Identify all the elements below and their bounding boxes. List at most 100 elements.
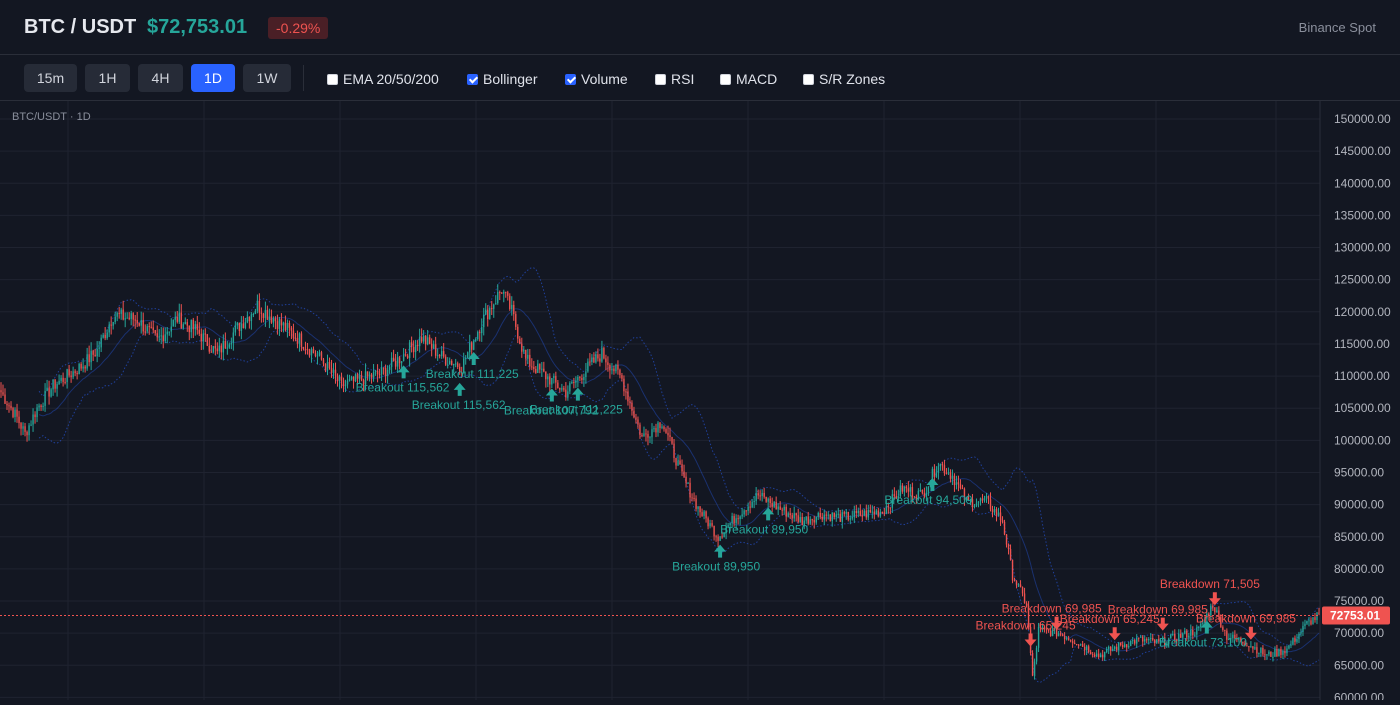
- exchange-label: Binance Spot: [1298, 20, 1376, 35]
- macd-toggle[interactable]: MACD: [720, 70, 777, 88]
- candle-body: [905, 486, 908, 489]
- candle-body: [543, 368, 545, 372]
- candle-body: [631, 402, 633, 411]
- candle-body: [1079, 644, 1082, 646]
- volume-checkbox[interactable]: [565, 73, 576, 85]
- volume-toggle[interactable]: Volume: [565, 70, 628, 88]
- candle-body: [1146, 639, 1148, 641]
- candle-body: [386, 369, 389, 377]
- candle-body: [463, 358, 465, 373]
- candle-body: [1005, 534, 1008, 545]
- bollinger-checkbox[interactable]: [467, 73, 478, 85]
- candle-body: [422, 335, 425, 342]
- candle-body: [879, 511, 882, 517]
- rsi-checkbox[interactable]: [655, 73, 666, 85]
- candle-body: [1236, 638, 1238, 640]
- candle-body: [755, 493, 757, 502]
- candle-body: [152, 327, 154, 331]
- candle-body: [96, 348, 98, 357]
- candle-body: [593, 357, 595, 363]
- candle-body: [6, 403, 8, 406]
- candle-body: [352, 376, 355, 382]
- candle-body: [723, 532, 725, 538]
- candle-body: [254, 310, 257, 315]
- timeframe-15m-button[interactable]: 15m: [24, 64, 77, 92]
- candle-body: [1268, 651, 1270, 655]
- candle-body: [873, 511, 876, 515]
- candle-body: [729, 522, 731, 526]
- candle-body: [1027, 605, 1030, 628]
- candle-body: [499, 292, 501, 294]
- candle-body: [364, 371, 367, 385]
- candle-body: [1174, 633, 1176, 640]
- breakdown-label: Breakdown 71,505: [1160, 577, 1260, 591]
- candle-body: [1051, 629, 1054, 636]
- candle-body: [731, 516, 733, 523]
- candle-body: [182, 324, 184, 329]
- candle-body: [1294, 637, 1296, 642]
- candle-body: [90, 350, 92, 363]
- timeframe-1h-button[interactable]: 1H: [85, 64, 130, 92]
- macd-checkbox[interactable]: [720, 73, 731, 85]
- timeframe-1d-button[interactable]: 1D: [191, 64, 235, 92]
- candle-body: [983, 498, 986, 501]
- candle-body: [963, 488, 966, 501]
- candle-body: [1204, 618, 1206, 623]
- candle-body: [230, 342, 233, 345]
- candle-body: [1057, 633, 1060, 637]
- candle-body: [338, 376, 341, 382]
- breakout-arrow-icon: [714, 544, 727, 558]
- ema-toggle[interactable]: EMA 20/50/200: [327, 70, 439, 88]
- candle-body: [358, 375, 361, 379]
- candle-body: [849, 518, 851, 520]
- breakdown-arrow-icon: [1024, 633, 1037, 647]
- candle-body: [18, 416, 20, 424]
- candle-body: [1019, 584, 1022, 588]
- chart-title: BTC/USDT · 1D: [12, 111, 91, 123]
- candle-body: [1001, 520, 1004, 522]
- sr-zones-toggle[interactable]: S/R Zones: [803, 70, 885, 88]
- candle-body: [1107, 646, 1110, 649]
- candle-body: [1101, 654, 1104, 658]
- candle-body: [1234, 634, 1236, 639]
- candle-body: [761, 492, 763, 497]
- candle-body: [1041, 627, 1044, 629]
- candle-body: [495, 303, 497, 305]
- candle-body: [1218, 610, 1220, 617]
- candle-body: [767, 498, 769, 502]
- ema-checkbox[interactable]: [327, 73, 338, 85]
- candle-body: [1160, 640, 1162, 642]
- candle-body: [521, 343, 523, 352]
- candle-body: [465, 358, 467, 360]
- candle-body: [1172, 633, 1174, 635]
- rsi-toggle[interactable]: RSI: [655, 70, 694, 88]
- candle-body: [1011, 559, 1014, 581]
- timeframe-1w-button[interactable]: 1W: [243, 64, 291, 92]
- candle-body: [106, 332, 108, 339]
- candle-body: [763, 492, 765, 497]
- candle-body: [170, 326, 172, 332]
- candle-body: [70, 375, 72, 378]
- candle-body: [434, 344, 437, 356]
- candle-body: [172, 319, 174, 327]
- sr-zones-checkbox[interactable]: [803, 73, 814, 85]
- price-chart[interactable]: Breakout 115,562 Breakout 115,562 Breakout…: [0, 101, 1400, 704]
- candle-body: [250, 314, 253, 322]
- candle-body: [376, 370, 379, 375]
- candle-body: [2, 392, 4, 395]
- bollinger-toggle[interactable]: Bollinger: [467, 70, 537, 88]
- candle-body: [621, 375, 623, 379]
- timeframe-4h-button[interactable]: 4H: [138, 64, 183, 92]
- candle-body: [517, 326, 519, 339]
- candle-body: [1053, 628, 1056, 630]
- candle-body: [344, 384, 347, 387]
- candle-body: [1117, 642, 1120, 651]
- candle-body: [336, 375, 339, 382]
- candle-body: [402, 354, 405, 362]
- candle-body: [1142, 636, 1144, 642]
- candle-body: [32, 414, 34, 425]
- candle-body: [1252, 646, 1254, 649]
- candle-body: [697, 506, 699, 509]
- candle-body: [68, 369, 70, 376]
